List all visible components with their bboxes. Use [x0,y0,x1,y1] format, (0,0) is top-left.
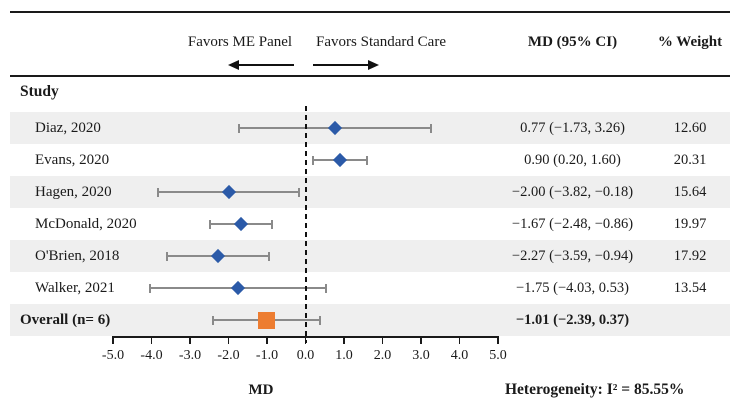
weight-value: 13.54 [673,280,707,296]
axis-tick [458,336,461,344]
x-axis-title: MD [248,382,274,398]
study-label: Hagen, 2020 [35,184,112,200]
ci-cap-left [237,123,240,133]
axis-tick-label: -1.0 [255,348,279,363]
row-band [10,304,730,336]
effect-marker [333,152,348,168]
axis-tick-label: -4.0 [140,348,163,363]
axis-tick [381,336,384,344]
weight-value: 19.97 [673,216,707,232]
ci-cap-right [366,155,369,165]
study-label: McDonald, 2020 [35,216,137,232]
right-arrow-head [368,60,379,70]
study-label: O'Brien, 2018 [35,248,120,264]
weight-value: 20.31 [673,152,707,168]
favors-left-label: Favors ME Panel [187,34,293,50]
axis-tick [112,336,114,344]
ci-cap-left [166,251,169,261]
left-arrow-head [228,60,239,70]
axis-tick-label: 4.0 [450,348,469,363]
weight-value: 17.92 [673,248,707,264]
weight-column-header: % Weight [657,34,723,50]
md-ci-value: −1.01 (−2.39, 0.37) [515,312,630,328]
axis-tick-label: 1.0 [335,348,353,363]
zero-reference-line [304,106,307,343]
left-arrow-icon [228,60,294,70]
axis-tick [420,336,422,344]
md-ci-value: 0.77 (−1.73, 3.26) [520,120,625,136]
ci-cap-left [157,187,160,197]
axis-tick [189,336,191,344]
md-ci-value: −2.00 (−3.82, −0.18) [511,184,634,200]
ci-cap-right [297,187,300,197]
axis-tick-label: 5.0 [489,348,507,363]
md-ci-value: −2.27 (−3.59, −0.94) [511,248,634,264]
right-arrow-shaft [313,64,371,67]
row-band [10,176,730,208]
ci-cap-left [312,155,315,165]
effect-marker [231,280,246,296]
favors-right-label: Favors Standard Care [316,34,446,50]
header-separator-rule [10,75,730,77]
ci-cap-right [318,315,321,325]
axis-tick-label: -2.0 [217,348,240,363]
ci-cap-left [149,283,152,293]
md-ci-value: −1.67 (−2.48, −0.86) [511,216,634,232]
ci-cap-right [324,283,327,293]
axis-tick [150,336,153,344]
effect-marker [234,216,249,232]
md-ci-column-header: MD (95% CI) [527,34,618,50]
right-arrow-icon [313,60,379,70]
axis-tick [227,336,230,344]
study-column-header: Study [20,83,59,100]
weight-value: 15.64 [673,184,707,200]
axis-tick-label: 3.0 [412,348,430,363]
study-label: Evans, 2020 [35,152,110,168]
md-ci-value: −1.75 (−4.03, 0.53) [515,280,629,296]
axis-tick-label: 0.0 [296,348,315,363]
axis-tick-label: -5.0 [101,348,125,363]
ci-cap-right [271,219,274,229]
axis-tick-label: -3.0 [178,348,202,363]
study-label: Diaz, 2020 [35,120,101,136]
weight-value: 12.60 [673,120,707,136]
axis-tick [497,336,499,344]
ci-cap-left [212,315,215,325]
row-band [10,240,730,272]
study-label: Walker, 2021 [35,280,115,296]
md-ci-value: 0.90 (0.20, 1.60) [524,152,621,168]
study-label: Overall (n= 6) [20,312,111,328]
axis-tick [266,336,268,344]
ci-cap-right [268,251,271,261]
top-rule [10,11,730,13]
overall-marker [258,311,276,329]
axis-tick [343,336,345,344]
ci-cap-left [209,219,212,229]
left-arrow-shaft [236,64,294,67]
heterogeneity-note: Heterogeneity: I² = 85.55% [505,381,685,398]
axis-tick-label: 2.0 [373,348,392,363]
ci-cap-right [430,123,432,133]
